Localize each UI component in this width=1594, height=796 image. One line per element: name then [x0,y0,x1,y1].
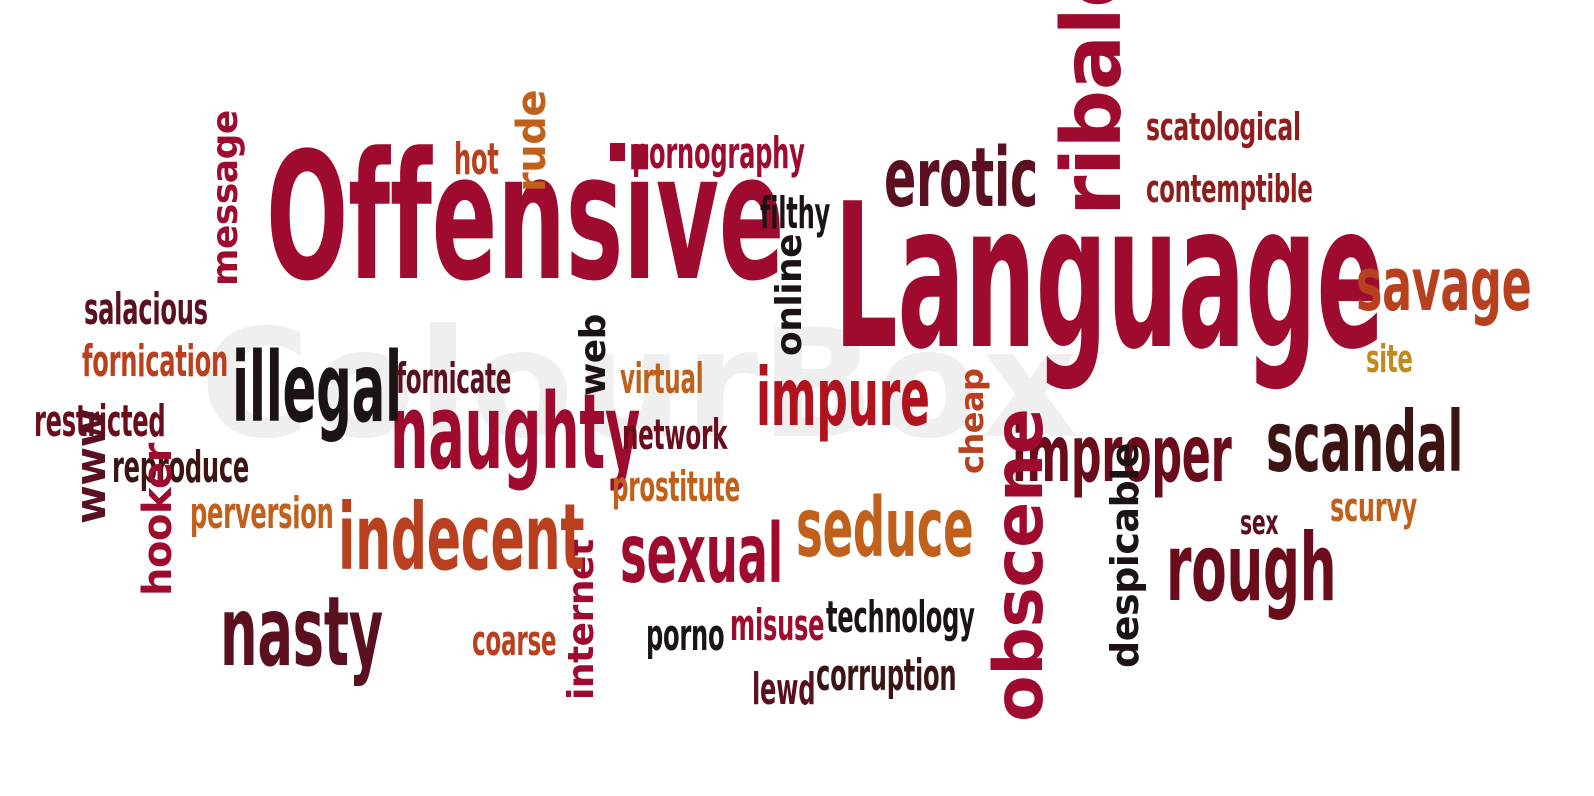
word-improper: improper [1012,410,1232,500]
word-porno: porno [646,610,725,661]
word-site: site [1366,337,1413,381]
word-hooker: hooker [135,443,181,596]
word-scatological: scatological [1146,105,1301,149]
word-pornography: pornography [632,128,805,179]
word-naughty: naughty [390,371,640,493]
word-fornicate: fornicate [396,354,512,403]
word-online: online [769,233,810,356]
word-rough: rough [1166,514,1337,623]
word-offensive: Offensive [266,115,785,320]
word-indecent: indecent [338,484,585,591]
word-web: web [573,314,614,396]
word-sexual: sexual [620,507,783,602]
word-scandal: scandal [1266,393,1464,491]
watermark: ColourBox [200,298,1081,472]
word-corruption: corruption [816,650,957,701]
word-filthy: filthy [760,188,831,239]
word-fornication: fornication [82,336,228,387]
word-sex: sex [1240,503,1279,543]
word-nasty: nasty [220,576,383,688]
word-cheap: cheap [953,368,991,474]
word-impure: impure [756,351,930,444]
word-erotic: erotic [884,131,1038,226]
word-www: www [66,409,115,524]
word-language: Language [834,161,1385,394]
word-obscene: obscene [980,408,1059,722]
word-technology: technology [826,592,975,643]
word-reproduce: reproduce [112,442,250,493]
word-misuse: misuse [730,600,825,651]
word-savage: savage [1356,242,1532,328]
word-virtual: virtual [620,354,704,403]
word-contemptible: contemptible [1146,167,1313,211]
word-restricted: restricted [34,396,166,447]
word-hot: hot [454,134,499,185]
word-illegal: illegal [232,332,402,444]
word-scurvy: scurvy [1330,485,1417,531]
word-despicable: despicable [1103,443,1147,668]
word-perversion: perversion [190,488,334,539]
word-coarse: coarse [472,616,557,665]
word-network: network [622,410,728,459]
word-salacious: salacious [84,284,208,335]
word-lewd: lewd [752,664,816,715]
word-rude: rude [509,90,555,192]
bullet-marker [610,143,625,161]
word-message: message [205,110,246,286]
word-ribald: ribald [1045,0,1140,216]
word-seduce: seduce [796,481,974,576]
word-prostitute: prostitute [612,462,740,511]
